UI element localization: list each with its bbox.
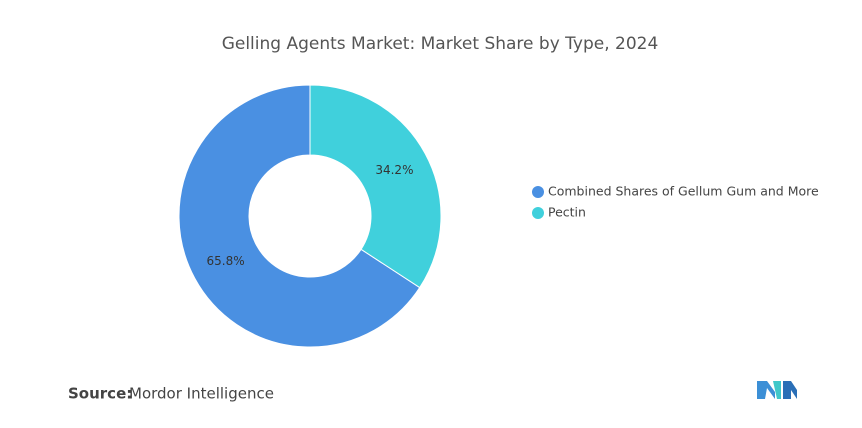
value-label: 34.2% bbox=[375, 163, 413, 177]
slice bbox=[309, 84, 442, 289]
chart-title: Gelling Agents Market: Market Share by T… bbox=[222, 34, 659, 54]
legend-label: Pectin bbox=[548, 205, 586, 220]
value-label: 65.8% bbox=[207, 254, 245, 268]
slice bbox=[178, 84, 421, 348]
legend-label: Combined Shares of Gellum Gum and More bbox=[548, 184, 819, 199]
legend-swatch bbox=[532, 207, 544, 219]
source-text: Mordor Intelligence bbox=[129, 385, 274, 403]
logo bbox=[757, 381, 797, 399]
legend-swatch bbox=[532, 186, 544, 198]
source-label: Source: bbox=[68, 385, 132, 403]
